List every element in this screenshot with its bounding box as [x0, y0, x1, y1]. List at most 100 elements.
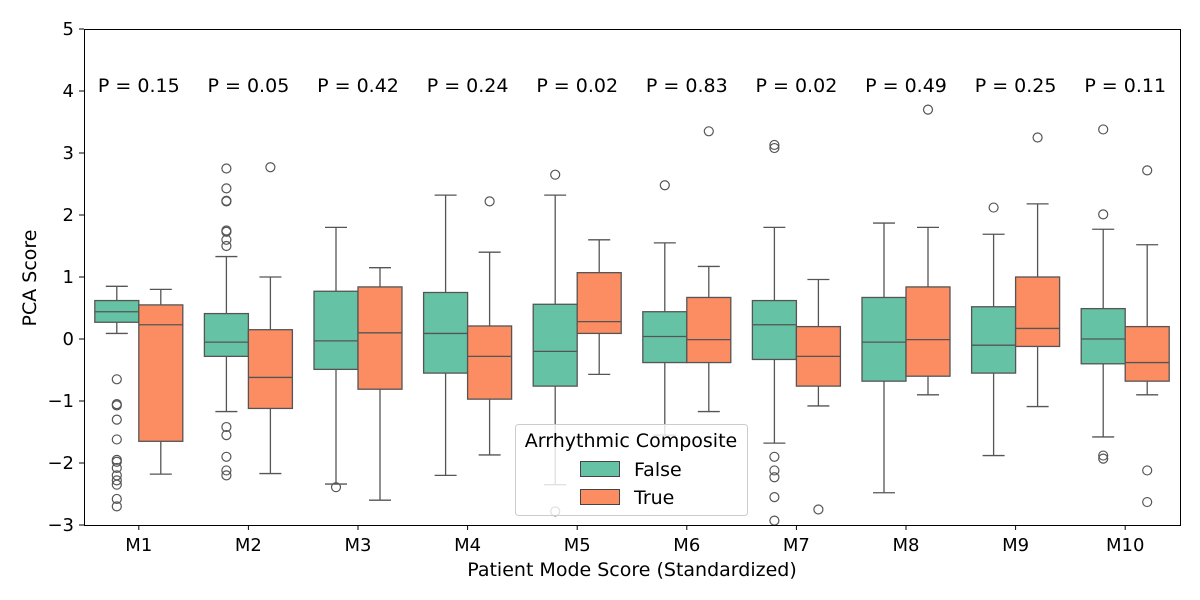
outlier-point	[703, 126, 714, 137]
box-iqr	[861, 296, 907, 382]
outlier-point	[988, 202, 999, 213]
outlier-point	[111, 475, 122, 486]
outlier-point	[221, 225, 232, 236]
outlier-point	[769, 139, 780, 151]
outlier-point	[111, 479, 122, 490]
p-value-label: P = 0.83	[646, 75, 728, 97]
outlier-point	[1098, 209, 1109, 220]
box-m9-false	[970, 202, 1017, 457]
outlier-point	[769, 142, 780, 154]
x-tick-label: M7	[783, 535, 810, 556]
outlier-point	[111, 456, 122, 467]
box-m9-true	[1014, 132, 1061, 408]
box-m2-false	[203, 163, 250, 481]
outlier-point	[769, 515, 780, 526]
box-iqr	[357, 286, 403, 390]
legend-frame	[515, 424, 748, 516]
x-tick-label: M9	[1002, 535, 1029, 556]
box-m4-false	[422, 194, 469, 477]
box-m10-false	[1080, 124, 1126, 464]
legend-label-true: True	[633, 487, 674, 509]
outlier-point	[221, 465, 232, 476]
outlier-point	[111, 374, 122, 385]
legend-label-false: False	[634, 459, 682, 481]
outlier-point	[111, 493, 122, 505]
box-iqr	[1014, 276, 1061, 348]
box-m1-false	[94, 285, 140, 512]
outlier-point	[221, 451, 232, 462]
box-m1-true	[138, 288, 184, 475]
legend-swatch-false	[580, 461, 620, 477]
outlier-point	[330, 482, 342, 493]
y-tick-label: 2	[63, 205, 74, 226]
p-value-label: P = 0.42	[317, 75, 399, 97]
outlier-point	[221, 195, 232, 206]
y-tick-label: −1	[47, 391, 74, 412]
y-tick-label: −3	[47, 515, 74, 536]
outlier-point	[922, 104, 934, 115]
outlier-point	[265, 162, 276, 173]
outlier-point	[769, 472, 780, 483]
box-iqr	[905, 286, 951, 377]
p-value-label: P = 0.02	[756, 75, 838, 97]
outlier-point	[769, 465, 780, 476]
box-iqr	[751, 299, 798, 361]
outlier-point	[111, 462, 122, 474]
legend-swatch-true	[580, 489, 620, 505]
y-tick-label: 0	[63, 329, 74, 350]
p-value-label: P = 0.49	[865, 75, 947, 97]
outlier-point	[1142, 165, 1153, 176]
p-value-label: P = 0.24	[427, 75, 509, 97]
box-m7-false	[751, 139, 798, 526]
outlier-point	[659, 180, 670, 191]
outlier-point	[1098, 453, 1109, 464]
x-tick-label: M1	[125, 535, 152, 556]
outlier-point	[484, 196, 495, 207]
y-tick-label: −2	[47, 453, 74, 474]
x-tick-label: M10	[1106, 535, 1144, 556]
box-m4-true	[466, 196, 513, 456]
p-value-label: P = 0.02	[536, 75, 618, 97]
plot-frame	[84, 29, 1181, 526]
box-m10-true	[1124, 165, 1170, 508]
outlier-point	[550, 169, 561, 180]
y-tick-label: 1	[63, 267, 74, 288]
box-m8-true	[905, 104, 951, 396]
outlier-point	[221, 470, 232, 481]
y-tick-label: 4	[63, 81, 74, 102]
y-axis-title: PCA Score	[19, 230, 41, 327]
legend-title: Arrhythmic Composite	[525, 430, 737, 452]
outlier-point	[221, 421, 232, 433]
box-m2-true	[247, 162, 294, 475]
outlier-point	[769, 451, 780, 462]
p-value-label: P = 0.15	[98, 75, 180, 97]
x-tick-label: M5	[564, 535, 591, 556]
outlier-point	[1032, 132, 1043, 143]
x-tick-label: M6	[673, 535, 700, 556]
p-value-label: P = 0.25	[975, 75, 1057, 97]
outlier-point	[1142, 496, 1153, 508]
outlier-point	[221, 183, 232, 194]
p-value-label: P = 0.11	[1084, 75, 1166, 97]
box-m5-true	[576, 239, 622, 375]
outlier-point	[111, 414, 122, 425]
box-iqr	[203, 312, 250, 358]
box-m6-false	[642, 180, 688, 436]
x-tick-label: M4	[454, 535, 481, 556]
box-m3-true	[357, 267, 403, 501]
box-iqr	[466, 325, 513, 400]
p-value-label: P = 0.05	[208, 75, 290, 97]
outlier-point	[769, 492, 780, 503]
box-m7-true	[795, 278, 842, 515]
outlier-point	[221, 163, 232, 174]
x-tick-label: M3	[345, 535, 372, 556]
box-m5-false	[532, 169, 578, 517]
x-tick-label: M2	[235, 535, 262, 556]
outlier-point	[111, 434, 122, 445]
box-m3-false	[313, 226, 359, 493]
outlier-point	[1142, 465, 1153, 476]
box-iqr	[686, 296, 732, 364]
outlier-point	[221, 240, 232, 252]
box-m6-true	[686, 126, 732, 413]
